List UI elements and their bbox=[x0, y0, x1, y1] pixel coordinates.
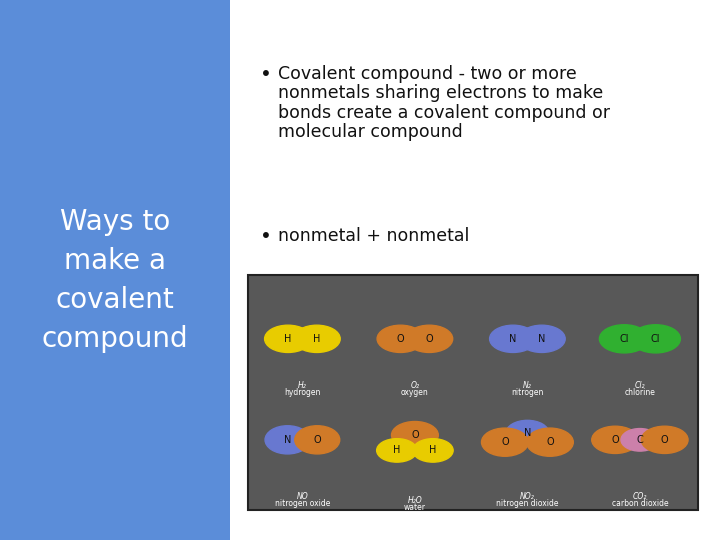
Text: Covalent compound - two or more: Covalent compound - two or more bbox=[279, 65, 577, 83]
Text: N: N bbox=[523, 428, 531, 438]
Text: hydrogen: hydrogen bbox=[284, 388, 320, 397]
Text: carbon dioxide: carbon dioxide bbox=[611, 498, 668, 508]
Ellipse shape bbox=[265, 325, 311, 353]
Text: H₂: H₂ bbox=[298, 381, 307, 390]
Text: O: O bbox=[313, 435, 321, 445]
Ellipse shape bbox=[406, 325, 453, 353]
Text: C: C bbox=[636, 435, 643, 445]
Text: bonds create a covalent compound or: bonds create a covalent compound or bbox=[279, 104, 611, 122]
Text: O: O bbox=[501, 437, 509, 447]
Ellipse shape bbox=[631, 325, 680, 353]
Text: O: O bbox=[611, 435, 619, 445]
Text: chlorine: chlorine bbox=[624, 388, 655, 397]
Text: H₂O: H₂O bbox=[408, 496, 422, 505]
Ellipse shape bbox=[642, 426, 688, 454]
Ellipse shape bbox=[526, 428, 573, 456]
Text: H: H bbox=[429, 446, 436, 455]
Text: N: N bbox=[538, 334, 546, 344]
Text: NO: NO bbox=[297, 491, 308, 501]
Text: molecular compound: molecular compound bbox=[279, 123, 463, 141]
Text: Cl: Cl bbox=[651, 334, 660, 344]
Text: oxygen: oxygen bbox=[401, 388, 429, 397]
Ellipse shape bbox=[294, 325, 340, 353]
Text: N₂: N₂ bbox=[523, 381, 532, 390]
Ellipse shape bbox=[505, 420, 549, 446]
Text: N: N bbox=[509, 334, 517, 344]
Text: O₂: O₂ bbox=[410, 381, 419, 390]
Text: nonmetal + nonmetal: nonmetal + nonmetal bbox=[279, 227, 469, 245]
Ellipse shape bbox=[599, 325, 649, 353]
Ellipse shape bbox=[621, 429, 659, 451]
Ellipse shape bbox=[377, 438, 417, 462]
Text: Ways to
make a
covalent
compound: Ways to make a covalent compound bbox=[42, 208, 189, 353]
Text: H: H bbox=[284, 334, 292, 344]
Ellipse shape bbox=[490, 325, 536, 353]
Text: H: H bbox=[313, 334, 320, 344]
Text: O: O bbox=[397, 334, 405, 344]
Bar bbox=[0, 0, 230, 540]
Text: nitrogen oxide: nitrogen oxide bbox=[275, 498, 330, 508]
Ellipse shape bbox=[413, 438, 453, 462]
Ellipse shape bbox=[592, 426, 639, 454]
Text: nitrogen dioxide: nitrogen dioxide bbox=[496, 498, 559, 508]
Text: nitrogen: nitrogen bbox=[511, 388, 544, 397]
Text: •: • bbox=[261, 227, 272, 246]
Text: CO₂: CO₂ bbox=[633, 491, 647, 501]
Ellipse shape bbox=[377, 325, 424, 353]
Text: Cl₂: Cl₂ bbox=[634, 381, 645, 390]
Text: nonmetals sharing electrons to make: nonmetals sharing electrons to make bbox=[279, 84, 603, 102]
Ellipse shape bbox=[294, 426, 340, 454]
Text: N: N bbox=[284, 435, 291, 445]
Text: water: water bbox=[404, 503, 426, 512]
Text: •: • bbox=[261, 65, 272, 84]
Text: O: O bbox=[426, 334, 433, 344]
Text: O: O bbox=[546, 437, 554, 447]
Text: O: O bbox=[661, 435, 668, 445]
Text: H: H bbox=[393, 446, 400, 455]
Bar bbox=[248, 275, 698, 510]
Ellipse shape bbox=[392, 422, 438, 449]
Ellipse shape bbox=[482, 428, 528, 456]
Ellipse shape bbox=[265, 426, 310, 454]
Text: O: O bbox=[411, 430, 419, 440]
Text: Cl: Cl bbox=[619, 334, 629, 344]
Text: NO₂: NO₂ bbox=[520, 491, 535, 501]
Ellipse shape bbox=[518, 325, 565, 353]
